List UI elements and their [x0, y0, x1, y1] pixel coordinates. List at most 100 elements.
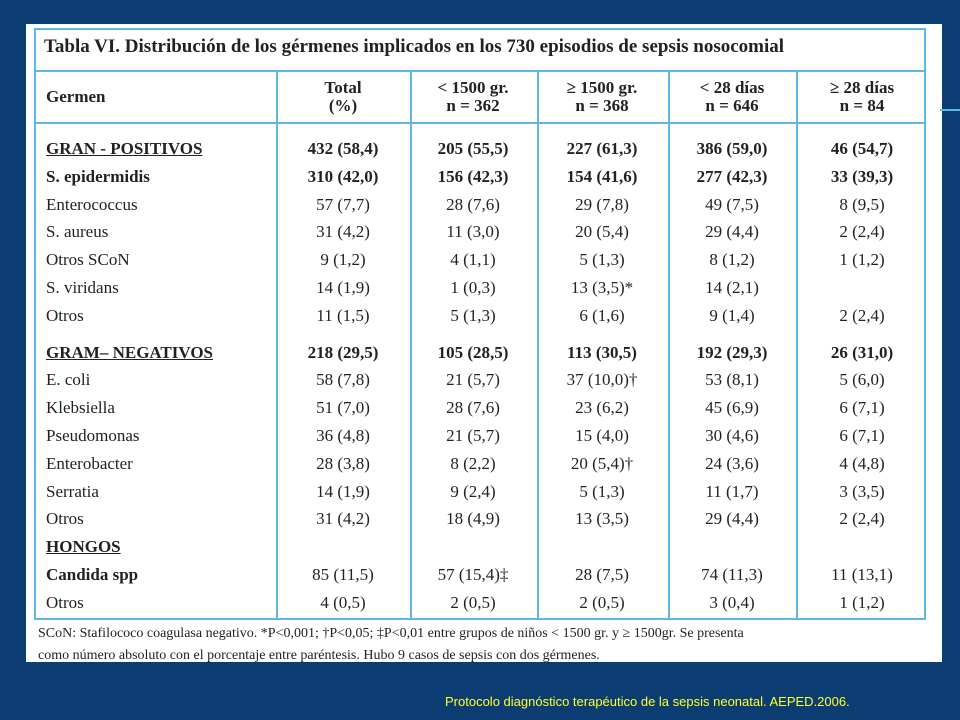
section-total: 386 (59,0) — [696, 139, 768, 158]
cell-value: 24 (3,6) — [705, 453, 759, 473]
header-cell: < 1500 gr. — [437, 78, 509, 97]
cell-value: 36 (4,8) — [316, 426, 370, 445]
cell-value: 156 (42,3) — [437, 166, 509, 186]
cell-value: 20 (5,4) — [575, 222, 629, 242]
header-cell: n = 362 — [446, 96, 500, 115]
cell-value: 33 (39,3) — [830, 166, 894, 186]
cell-value: 3 (3,5) — [839, 481, 885, 501]
cell-value: 6 (7,1) — [839, 426, 885, 445]
section-total: 46 (54,7) — [830, 139, 894, 158]
cell-value: 14 (1,9) — [316, 481, 370, 501]
cell-value: 9 (1,4) — [709, 305, 755, 325]
section-total: 227 (61,3) — [566, 139, 638, 158]
row-label: S. epidermidis — [46, 166, 150, 186]
row-label: Otros SCoN — [46, 250, 130, 270]
header-cell: (%) — [328, 96, 358, 115]
column-rule — [537, 72, 539, 620]
cell-value: 13 (3,5)* — [570, 278, 634, 297]
row-label: Otros — [46, 592, 84, 612]
cell-value: 3 (0,4) — [709, 592, 755, 612]
cell-value: 28 (7,5) — [575, 565, 629, 584]
decoration — [940, 109, 960, 111]
column-rule — [668, 72, 670, 620]
column-rule — [276, 72, 278, 620]
section-total: 105 (28,5) — [437, 342, 509, 362]
cell-value: 30 (4,6) — [705, 426, 759, 445]
footnote-line: SCoN: Stafilococo coagulasa negativo. *P… — [38, 626, 744, 641]
cell-value: 4 (0,5) — [320, 592, 366, 612]
header-cell: ≥ 1500 gr. — [566, 78, 638, 97]
row-label: Enterobacter — [46, 453, 133, 473]
cell-value: 8 (1,2) — [709, 250, 755, 270]
cell-value: 5 (1,3) — [579, 250, 625, 270]
cell-value: 28 (7,6) — [446, 398, 500, 418]
cell-value: 310 (42,0) — [307, 166, 379, 186]
cell-value: 277 (42,3) — [696, 166, 768, 186]
cell-value: 4 (1,1) — [450, 250, 496, 270]
row-label: Klebsiella — [46, 398, 115, 418]
cell-value: 4 (4,8) — [839, 453, 885, 473]
cell-value: 1 (1,2) — [839, 592, 885, 612]
cell-value: 2 (2,4) — [839, 305, 885, 325]
cell-value: 85 (11,5) — [312, 565, 374, 584]
cell-value: 28 (7,6) — [446, 194, 500, 214]
cell-value: 2 (2,4) — [839, 509, 885, 529]
cell-value: 28 (3,8) — [316, 453, 370, 473]
rule — [34, 70, 926, 72]
cell-value: 5 (6,0) — [839, 370, 885, 390]
row-label: Otros — [46, 305, 84, 325]
section-heading: GRAM– NEGATIVOS — [46, 342, 213, 362]
table-panel — [26, 24, 942, 662]
cell-value: 6 (7,1) — [839, 398, 885, 418]
cell-value: 8 (2,2) — [450, 453, 496, 473]
cell-value: 1 (0,3) — [450, 278, 496, 297]
header-cell: < 28 días — [699, 78, 765, 97]
cell-value: 20 (5,4)† — [570, 453, 634, 473]
cell-value: 2 (2,4) — [839, 222, 885, 242]
footnote-line: como número absoluto con el porcentaje e… — [38, 648, 600, 663]
cell-value: 8 (9,5) — [839, 194, 885, 214]
header-cell: Total — [324, 78, 362, 97]
cell-value: 58 (7,8) — [316, 370, 370, 390]
cell-value: 49 (7,5) — [705, 194, 759, 214]
caption: Protocolo diagnóstico terapéutico de la … — [445, 694, 850, 709]
header-cell: n = 84 — [839, 96, 885, 115]
rule — [34, 122, 926, 124]
row-label: Serratia — [46, 481, 99, 501]
row-label: Candida spp — [46, 565, 139, 584]
column-rule — [796, 72, 798, 620]
section-total: 205 (55,5) — [437, 139, 509, 158]
cell-value: 57 (7,7) — [316, 194, 370, 214]
cell-value: 11 (1,7) — [705, 481, 759, 501]
cell-value: 23 (6,2) — [575, 398, 629, 418]
cell-value: 9 (2,4) — [450, 481, 496, 501]
cell-value: 29 (7,8) — [575, 194, 629, 214]
row-label: Otros — [46, 509, 84, 529]
header-cell: ≥ 28 días — [829, 78, 895, 97]
cell-value: 37 (10,0)† — [566, 370, 638, 390]
row-label: S. aureus — [46, 222, 109, 242]
cell-value: 21 (5,7) — [446, 426, 500, 445]
cell-value: 15 (4,0) — [575, 426, 629, 445]
cell-value: 53 (8,1) — [705, 370, 759, 390]
header-cell: Germen — [46, 87, 106, 106]
cell-value: 5 (1,3) — [450, 305, 496, 325]
cell-value: 2 (0,5) — [579, 592, 625, 612]
cell-value: 21 (5,7) — [446, 370, 500, 390]
cell-value: 51 (7,0) — [316, 398, 370, 418]
cell-value: 2 (0,5) — [450, 592, 496, 612]
cell-value: 14 (1,9) — [316, 278, 370, 297]
row-label: Pseudomonas — [46, 426, 140, 445]
cell-value: 29 (4,4) — [705, 222, 759, 242]
cell-value: 11 (3,0) — [446, 222, 500, 242]
cell-value: 11 (1,5) — [316, 305, 370, 325]
table-frame — [34, 28, 926, 620]
cell-value: 74 (11,3) — [701, 565, 763, 584]
section-total: 26 (31,0) — [830, 342, 894, 362]
header-cell: n = 646 — [705, 96, 759, 115]
column-rule — [410, 72, 412, 620]
cell-value: 18 (4,9) — [446, 509, 500, 529]
section-heading: GRAN - POSITIVOS — [46, 139, 203, 158]
cell-value: 13 (3,5) — [575, 509, 629, 529]
